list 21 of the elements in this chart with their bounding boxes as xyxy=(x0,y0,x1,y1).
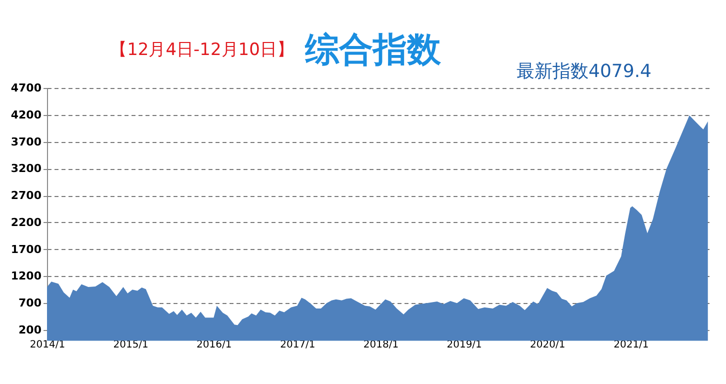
y-tick-label: 4200 xyxy=(10,108,42,122)
x-tick-label: 2016/1 xyxy=(196,340,232,350)
y-tick-label: 1200 xyxy=(10,270,42,283)
x-tick-label: 2015/1 xyxy=(113,340,148,350)
y-tick-label: 200 xyxy=(18,324,42,336)
chart-title: 综合指数 xyxy=(304,30,442,70)
x-tick-label: 2014/1 xyxy=(30,340,66,350)
x-tick-label: 2021/1 xyxy=(614,340,649,350)
y-tick-label: 4700 xyxy=(10,82,42,94)
y-tick-label: 3200 xyxy=(10,162,42,176)
y-tick-label: 2700 xyxy=(10,189,42,202)
chart-subtitle: 【12月4日-12月10日】 xyxy=(110,40,294,60)
x-tick-label: 2020/1 xyxy=(530,340,566,350)
x-tick-label: 2017/1 xyxy=(280,340,316,350)
y-tick-label: 700 xyxy=(18,296,42,310)
y-tick-label: 2200 xyxy=(10,216,42,229)
x-tick-label: 2019/1 xyxy=(446,340,482,350)
text: 最新指数4079.4 xyxy=(516,61,652,82)
x-tick-label: 2018/1 xyxy=(363,340,399,350)
y-tick-label: 1700 xyxy=(10,242,42,256)
y-tick-label: 3700 xyxy=(10,135,42,148)
